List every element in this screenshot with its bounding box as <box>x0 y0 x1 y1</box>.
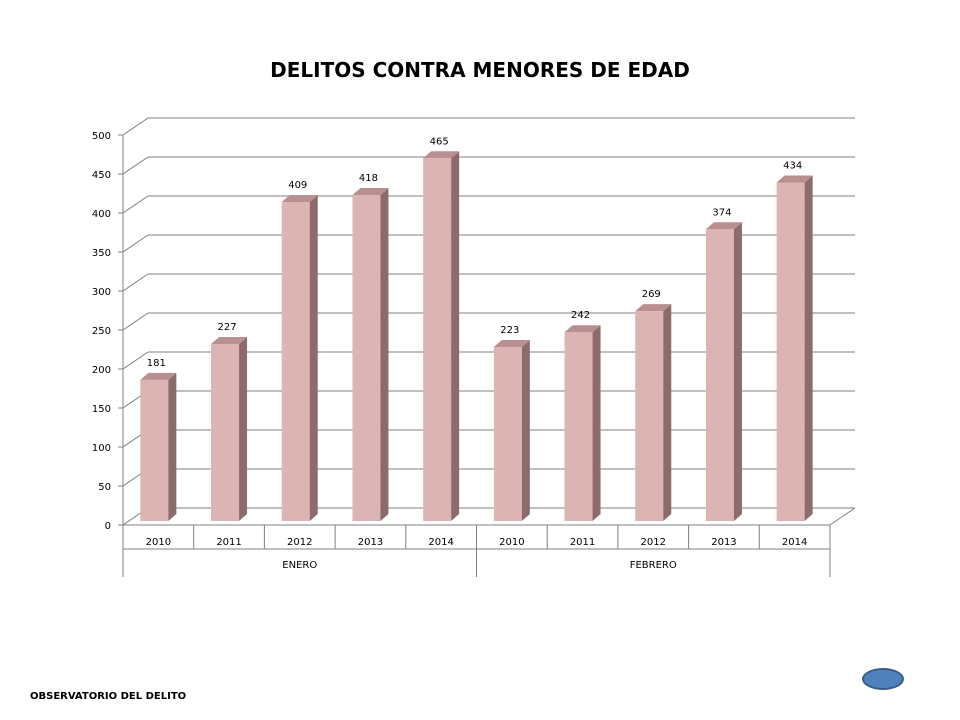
bar-side <box>521 340 530 521</box>
bar <box>705 229 734 521</box>
bar <box>493 347 522 521</box>
data-label: 223 <box>500 325 519 336</box>
bar <box>352 194 381 521</box>
gridline-diagonal <box>122 156 149 175</box>
bar-top <box>211 336 248 344</box>
bar-side <box>239 336 248 521</box>
category-label: 2010 <box>146 537 171 548</box>
bar <box>140 379 169 521</box>
bar-side <box>168 372 177 521</box>
category-label: 2013 <box>358 537 383 548</box>
bar-top <box>352 187 389 195</box>
y-tick-label: 100 <box>92 443 111 454</box>
data-label: 374 <box>712 207 731 218</box>
category-label: 2012 <box>287 537 312 548</box>
chart-title: DELITOS CONTRA MENORES DE EDAD <box>270 58 690 82</box>
data-label: 465 <box>430 136 449 147</box>
data-label: 418 <box>359 173 378 184</box>
bar-side <box>733 222 742 521</box>
y-tick-label: 500 <box>92 131 111 142</box>
data-label: 409 <box>288 180 307 191</box>
bars <box>140 151 813 522</box>
y-tick-label: 450 <box>92 170 111 181</box>
y-tick-label: 200 <box>92 365 111 376</box>
bar-top <box>493 340 530 348</box>
y-tick-label: 250 <box>92 326 111 337</box>
floor-right-edge <box>829 507 856 526</box>
y-tick-label: 350 <box>92 248 111 259</box>
bar-side <box>592 325 601 521</box>
bar <box>635 311 664 521</box>
bar-side <box>309 194 318 522</box>
bar <box>776 182 805 522</box>
gridline-diagonal <box>122 312 149 331</box>
bar <box>281 201 310 522</box>
category-label: 2011 <box>216 537 241 548</box>
bar-side <box>380 187 389 521</box>
data-label: 242 <box>571 310 590 321</box>
data-label: 227 <box>218 322 237 333</box>
data-label: 434 <box>783 160 802 171</box>
gridline-diagonal <box>122 273 149 292</box>
group-label: ENERO <box>282 560 317 571</box>
bar-side <box>451 151 460 522</box>
y-tick-label: 0 <box>105 521 111 532</box>
category-label: 2010 <box>499 537 524 548</box>
y-tick-label: 50 <box>98 482 111 493</box>
bar-top <box>281 194 318 202</box>
bar-top <box>564 325 601 333</box>
category-label: 2014 <box>782 537 807 548</box>
gridline-diagonal <box>122 351 149 370</box>
category-label: 2014 <box>428 537 453 548</box>
axes <box>118 134 831 577</box>
nav-button[interactable] <box>862 668 904 690</box>
gridline-diagonal <box>122 234 149 253</box>
data-label: 181 <box>147 358 166 369</box>
gridline-diagonal <box>122 195 149 214</box>
bar-top <box>635 304 672 312</box>
bar <box>423 158 452 522</box>
bar-side <box>804 175 813 522</box>
data-label: 269 <box>642 289 661 300</box>
bar-top <box>776 175 813 183</box>
labels: 0 50 100 150 200 250 300 350 400 450 500 181 2010 227… <box>92 131 807 571</box>
category-label: 2013 <box>711 537 736 548</box>
y-tick-label: 150 <box>92 404 111 415</box>
bar <box>211 343 240 521</box>
bar <box>564 332 593 521</box>
group-label: FEBRERO <box>630 560 677 571</box>
gridline-diagonal <box>122 117 149 136</box>
footer-text: OBSERVATORIO DEL DELITO <box>30 691 187 702</box>
bar-top <box>140 372 177 380</box>
y-tick-label: 400 <box>92 209 111 220</box>
y-tick-label: 300 <box>92 287 111 298</box>
category-label: 2011 <box>570 537 595 548</box>
bar-top <box>423 151 460 159</box>
bar-side <box>663 304 672 521</box>
category-label: 2012 <box>641 537 666 548</box>
bar-top <box>705 222 742 230</box>
